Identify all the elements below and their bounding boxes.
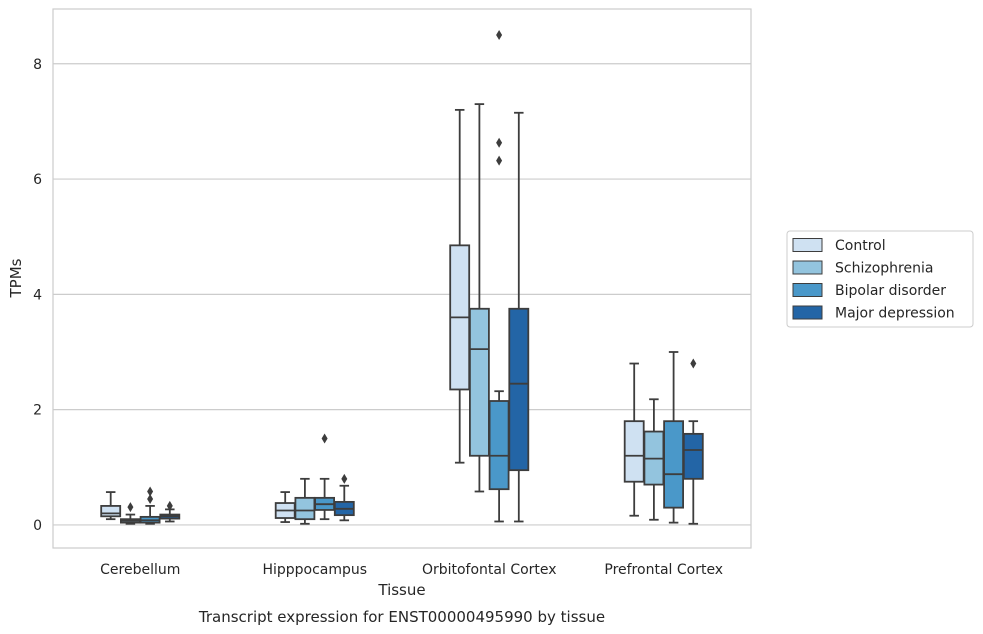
outlier-point xyxy=(166,500,173,511)
box xyxy=(468,307,490,457)
box xyxy=(663,420,684,509)
legend-frame xyxy=(786,230,974,328)
outlier-point xyxy=(496,29,503,40)
outlier-point xyxy=(496,155,503,166)
box xyxy=(682,432,704,480)
x-tick-label: Cerebellum xyxy=(100,562,180,578)
y-gridlines xyxy=(53,63,751,526)
y-tick-label: 2 xyxy=(33,403,42,419)
legend-label: Schizophrenia xyxy=(835,261,933,277)
chart-caption: Transcript expression for ENST0000049599… xyxy=(198,608,605,626)
y-tick-label: 4 xyxy=(33,287,42,303)
legend: Control Schizophrenia Bipolar disorder Majo… xyxy=(786,230,974,328)
outlier-point xyxy=(496,137,503,148)
x-tick-label: Prefrontal Cortex xyxy=(604,562,723,578)
legend-label: Major depression xyxy=(835,306,955,322)
outlier-point xyxy=(147,494,154,504)
x-tick-labels: Cerebellum Hipppocampus Orbitofontal Corte… xyxy=(100,562,723,578)
y-tick-label: 6 xyxy=(33,172,42,188)
x-tick-label: Orbitofontal Cortex xyxy=(422,562,557,578)
legend-swatch xyxy=(792,260,823,275)
y-axis-title: TPMs xyxy=(7,258,25,298)
y-tick-label: 8 xyxy=(33,57,42,73)
box xyxy=(100,505,122,518)
x-tick-label: Hipppocampus xyxy=(262,562,367,578)
box xyxy=(294,496,316,521)
y-tick-labels: 0 2 4 6 8 xyxy=(33,57,42,534)
legend-label: Bipolar disorder xyxy=(835,283,946,299)
box xyxy=(488,400,510,491)
box xyxy=(508,307,530,472)
outlier-point xyxy=(147,486,154,497)
box-series xyxy=(100,29,704,525)
outlier-point xyxy=(321,433,328,444)
outlier-point xyxy=(341,473,348,484)
legend-swatch xyxy=(792,283,823,297)
legend-swatch xyxy=(792,238,823,252)
y-tick-label: 0 xyxy=(33,518,42,534)
box xyxy=(623,420,645,483)
legend-swatch xyxy=(792,305,823,320)
outlier-point xyxy=(127,502,134,513)
plot-area-frame xyxy=(52,8,752,549)
x-axis-title: Tissue xyxy=(377,581,425,599)
legend-label: Control xyxy=(835,238,886,254)
outlier-point xyxy=(690,358,697,369)
